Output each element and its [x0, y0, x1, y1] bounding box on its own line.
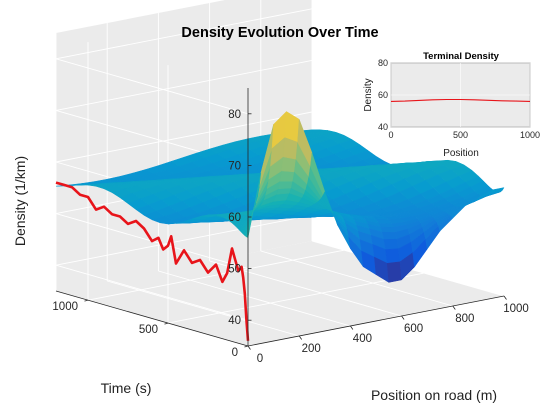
inset-x-label: Position [443, 148, 479, 159]
z-tick-label: 80 [228, 109, 241, 121]
terminal-density-inset: 0 500 1000 40 60 80 Terminal Density Position… [363, 51, 540, 159]
z-tick-label: 40 [228, 315, 241, 327]
inset-y-label: Density [363, 78, 374, 111]
boundary-density-polyline [55, 181, 250, 341]
inset-y-tick-label: 40 [378, 122, 388, 132]
x-tick-label: 600 [404, 323, 423, 335]
inset-grid [390, 62, 531, 128]
surface-patch [380, 226, 396, 233]
t-tick-label: 1000 [52, 301, 78, 313]
x-axis-line [247, 295, 505, 347]
terminal-density-line [390, 98, 531, 102]
x-tick-mark [298, 335, 303, 340]
boundary-density-line [55, 181, 250, 341]
surface-patch [383, 238, 399, 250]
t-tick-label: 500 [139, 324, 158, 336]
grid-line-t [167, 272, 425, 324]
x-tick-mark [247, 345, 251, 350]
x-tick-label: 200 [302, 343, 321, 355]
inset-title: Terminal Density [423, 51, 500, 62]
surface-patch [386, 261, 402, 283]
grid-line-z [55, 111, 313, 163]
inset-x-tick-label: 1000 [520, 130, 540, 140]
surface-patch [246, 173, 262, 238]
grid-line-t [87, 249, 345, 301]
t-tick-mark [84, 299, 89, 302]
z-tick-label: 60 [228, 212, 241, 224]
inset-y-tick-label: 60 [378, 90, 388, 100]
grid-line-z [55, 58, 249, 115]
surface-patch [278, 180, 294, 190]
surface-patch [378, 223, 394, 228]
z-tick-label: 70 [228, 160, 241, 172]
grid-line-z [55, 264, 249, 321]
chart-title: Density Evolution Over Time [181, 25, 378, 41]
inset-x-tick-label: 0 [388, 130, 393, 140]
x-axis-label: Position on road (m) [371, 387, 497, 403]
inset-ticks: 0 500 1000 40 60 80 [378, 58, 540, 140]
t-tick-mark [164, 322, 169, 325]
surface-patch [382, 231, 398, 240]
y-axis-label: Time (s) [101, 380, 152, 396]
density-surface [55, 110, 505, 283]
grid-line-z [55, 8, 313, 60]
x-tick-mark [503, 295, 507, 300]
surface-patch [385, 248, 401, 264]
grid-line-z [55, 214, 313, 266]
x-tick-label: 1000 [503, 303, 529, 315]
x-tick-mark [350, 325, 354, 330]
inset-y-tick-label: 80 [378, 58, 388, 68]
x-tick-mark [452, 305, 456, 310]
z-axis-label: Density (1/km) [12, 156, 28, 246]
x-tick-label: 0 [257, 353, 263, 365]
x-tick-label: 800 [455, 313, 474, 325]
t-tick-mark [244, 345, 249, 348]
x-tick-label: 400 [353, 333, 372, 345]
t-tick-label: 0 [232, 347, 238, 359]
z-tick-label: 50 [228, 264, 241, 276]
inset-x-tick-label: 500 [453, 130, 468, 140]
x-tick-mark [401, 315, 405, 320]
surface-patch [279, 170, 295, 182]
surface-patch [276, 187, 292, 195]
grid-line-z [55, 59, 313, 111]
surface-patch [489, 187, 505, 194]
